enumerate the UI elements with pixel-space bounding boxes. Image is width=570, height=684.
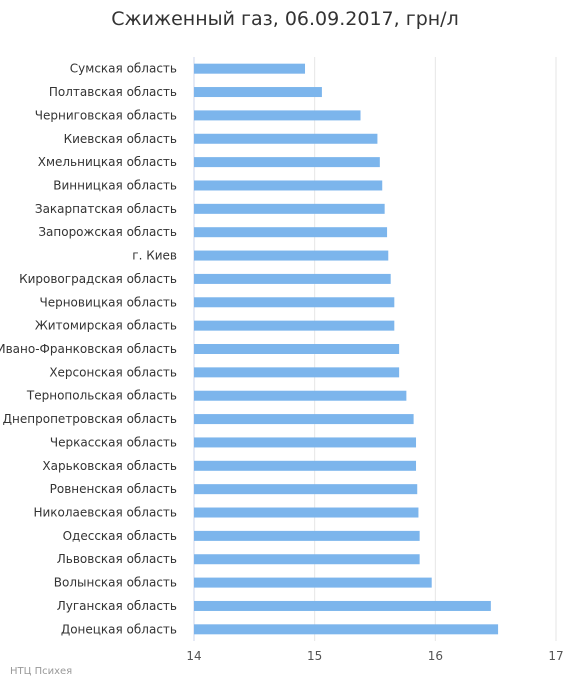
category-label: Донецкая область (61, 622, 177, 636)
bar (194, 460, 417, 471)
bar (194, 390, 407, 401)
category-label: Николаевская область (33, 506, 177, 520)
category-label: Житомирская область (35, 319, 177, 333)
category-label: Ровненская область (50, 482, 177, 496)
category-label: Луганская область (57, 599, 177, 613)
bar (194, 63, 306, 74)
bar (194, 297, 395, 308)
chart-title: Сжиженный газ, 06.09.2017, грн/л (111, 8, 459, 30)
x-tick-label: 16 (428, 649, 443, 663)
bar (194, 157, 380, 168)
bar (194, 250, 389, 261)
bar (194, 367, 400, 378)
category-label: г. Киев (132, 249, 177, 263)
category-label: Кировоградская область (19, 272, 177, 286)
bar (194, 227, 388, 238)
category-label: Одесская область (63, 529, 177, 543)
category-label: Сумская область (70, 62, 177, 76)
x-tick-label: 15 (307, 649, 322, 663)
bar (194, 344, 400, 354)
bar (194, 414, 414, 425)
category-label: Закарпатская область (35, 202, 177, 216)
x-tick-label: 14 (186, 649, 201, 663)
category-label: Тернопольская область (26, 389, 177, 403)
category-label: Винницкая область (53, 178, 177, 192)
bar (194, 530, 420, 541)
bar (194, 507, 419, 518)
bar (194, 320, 395, 331)
category-label: Львовская область (57, 552, 177, 566)
x-tick-label: 17 (548, 649, 563, 663)
category-label: Черкасская область (50, 435, 177, 449)
category-label: Харьковская область (42, 459, 177, 473)
bar (194, 484, 418, 495)
category-label: Черниговская область (35, 108, 177, 122)
bar (194, 577, 432, 588)
bar (194, 203, 385, 214)
bar (194, 554, 420, 565)
bar (194, 600, 491, 611)
category-label: Ивано-Франковская область (0, 342, 177, 356)
bar (194, 624, 499, 635)
bar (194, 180, 383, 191)
bar (194, 437, 417, 448)
bar (194, 273, 391, 284)
category-label: Днепропетровская область (3, 412, 177, 426)
category-label: Полтавская область (49, 85, 177, 99)
category-label: Запорожская область (38, 225, 177, 239)
credit-text: НТЦ Психея (10, 666, 73, 677)
bar (194, 110, 361, 121)
category-label: Волынская область (54, 576, 177, 590)
category-label: Черновицкая область (39, 295, 177, 309)
category-label: Хмельницкая область (38, 155, 177, 169)
category-label: Киевская область (64, 132, 177, 146)
bar (194, 133, 378, 144)
category-label: Херсонская область (49, 365, 177, 379)
bar (194, 87, 322, 98)
